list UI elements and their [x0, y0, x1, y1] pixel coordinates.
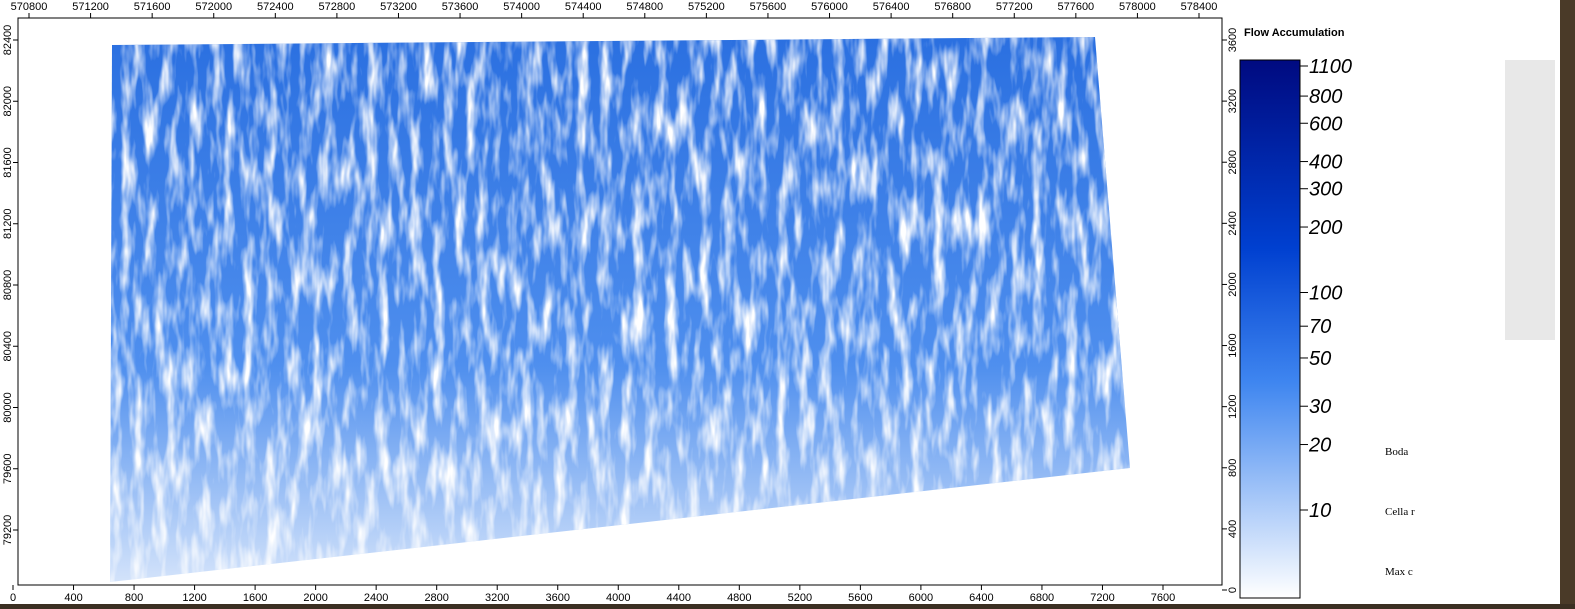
- top-tick-label: 577200: [996, 1, 1033, 13]
- side-panel: [1505, 60, 1555, 340]
- right-tick-label: 3600: [1227, 28, 1239, 52]
- legend-tick-label: 100: [1309, 283, 1342, 305]
- legend-title: Flow Accumulation: [1244, 27, 1345, 39]
- top-tick-label: 571200: [72, 1, 109, 13]
- legend-tick-label: 300: [1309, 179, 1342, 201]
- right-tick-label: 3200: [1227, 89, 1239, 113]
- top-tick-label: 574000: [503, 1, 540, 13]
- left-tick-label: 79200: [2, 515, 14, 546]
- top-tick-label: 570800: [11, 1, 48, 13]
- note: Cella r: [1385, 506, 1415, 518]
- left-tick-label: 79600: [2, 453, 14, 484]
- top-tick-label: 573600: [442, 1, 479, 13]
- left-tick-label: 80800: [2, 270, 14, 301]
- bottom-tick-label: 4800: [727, 592, 751, 604]
- legend-tick-label: 800: [1309, 86, 1342, 108]
- note: Boda: [1385, 446, 1408, 458]
- right-tick-label: 400: [1227, 520, 1239, 538]
- left-tick-label: 82400: [2, 25, 14, 56]
- top-tick-label: 572800: [319, 1, 356, 13]
- top-tick-label: 578400: [1181, 1, 1218, 13]
- right-tick-label: 2000: [1227, 272, 1239, 296]
- bottom-tick-label: 2000: [303, 592, 327, 604]
- top-tick-label: 571600: [134, 1, 171, 13]
- legend-tick-label: 50: [1309, 348, 1331, 370]
- right-tick-label: 800: [1227, 459, 1239, 477]
- bottom-tick-label: 1600: [243, 592, 267, 604]
- legend-tick-label: 1100: [1309, 56, 1352, 78]
- legend-tick-label: 30: [1309, 396, 1331, 418]
- legend-tick-label: 200: [1308, 217, 1342, 239]
- top-tick-label: 572400: [257, 1, 294, 13]
- bottom-tick-label: 3200: [485, 592, 509, 604]
- bottom-tick-label: 2400: [364, 592, 388, 604]
- top-tick-label: 576800: [934, 1, 971, 13]
- top-tick-label: 576000: [811, 1, 848, 13]
- right-tick-label: 2800: [1227, 150, 1239, 174]
- left-tick-label: 80400: [2, 331, 14, 362]
- bottom-tick-label: 400: [64, 592, 82, 604]
- top-tick-label: 574800: [626, 1, 663, 13]
- legend-tick-label: 600: [1309, 113, 1342, 135]
- top-tick-label: 578000: [1119, 1, 1156, 13]
- top-tick-label: 572000: [195, 1, 232, 13]
- bottom-tick-label: 3600: [545, 592, 569, 604]
- color-bar: [1240, 60, 1300, 598]
- slide-edge: [1560, 0, 1575, 604]
- bottom-tick-label: 6000: [909, 592, 933, 604]
- bottom-tick-label: 2800: [424, 592, 448, 604]
- bottom-tick-label: 0: [10, 592, 16, 604]
- left-tick-label: 81200: [2, 208, 14, 239]
- page: 570800 571200 571600 572000 572400 572800 5732…: [0, 0, 1575, 604]
- bottom-tick-label: 800: [125, 592, 143, 604]
- note: Max c: [1385, 566, 1413, 578]
- legend-tick-label: 70: [1309, 316, 1331, 338]
- bottom-tick-label: 5200: [788, 592, 812, 604]
- right-tick-label: 1200: [1227, 394, 1239, 418]
- map-view: 570800 571200 571600 572000 572400 572800 5732…: [0, 0, 1575, 604]
- top-tick-label: 575600: [750, 1, 787, 13]
- top-tick-label: 576400: [873, 1, 910, 13]
- legend-tick-label: 20: [1308, 435, 1331, 457]
- top-tick-label: 575200: [688, 1, 725, 13]
- top-tick-label: 574400: [565, 1, 602, 13]
- bottom-tick-label: 4000: [606, 592, 630, 604]
- bottom-tick-label: 7600: [1151, 592, 1175, 604]
- bottom-tick-label: 4400: [667, 592, 691, 604]
- left-tick-label: 81600: [2, 147, 14, 178]
- right-tick-label: 2400: [1227, 211, 1239, 235]
- bottom-tick-label: 6800: [1030, 592, 1054, 604]
- right-tick-label: 1600: [1227, 333, 1239, 357]
- bottom-tick-label: 1200: [182, 592, 206, 604]
- bottom-tick-label: 7200: [1090, 592, 1114, 604]
- legend-tick-label: 400: [1309, 152, 1342, 174]
- top-tick-label: 577600: [1057, 1, 1094, 13]
- top-tick-label: 573200: [380, 1, 417, 13]
- left-tick-label: 80000: [2, 392, 14, 423]
- bottom-tick-label: 5600: [848, 592, 872, 604]
- left-tick-label: 82000: [2, 86, 14, 117]
- legend-tick-label: 10: [1309, 500, 1331, 522]
- bottom-tick-label: 6400: [969, 592, 993, 604]
- right-tick-label: 0: [1227, 587, 1239, 593]
